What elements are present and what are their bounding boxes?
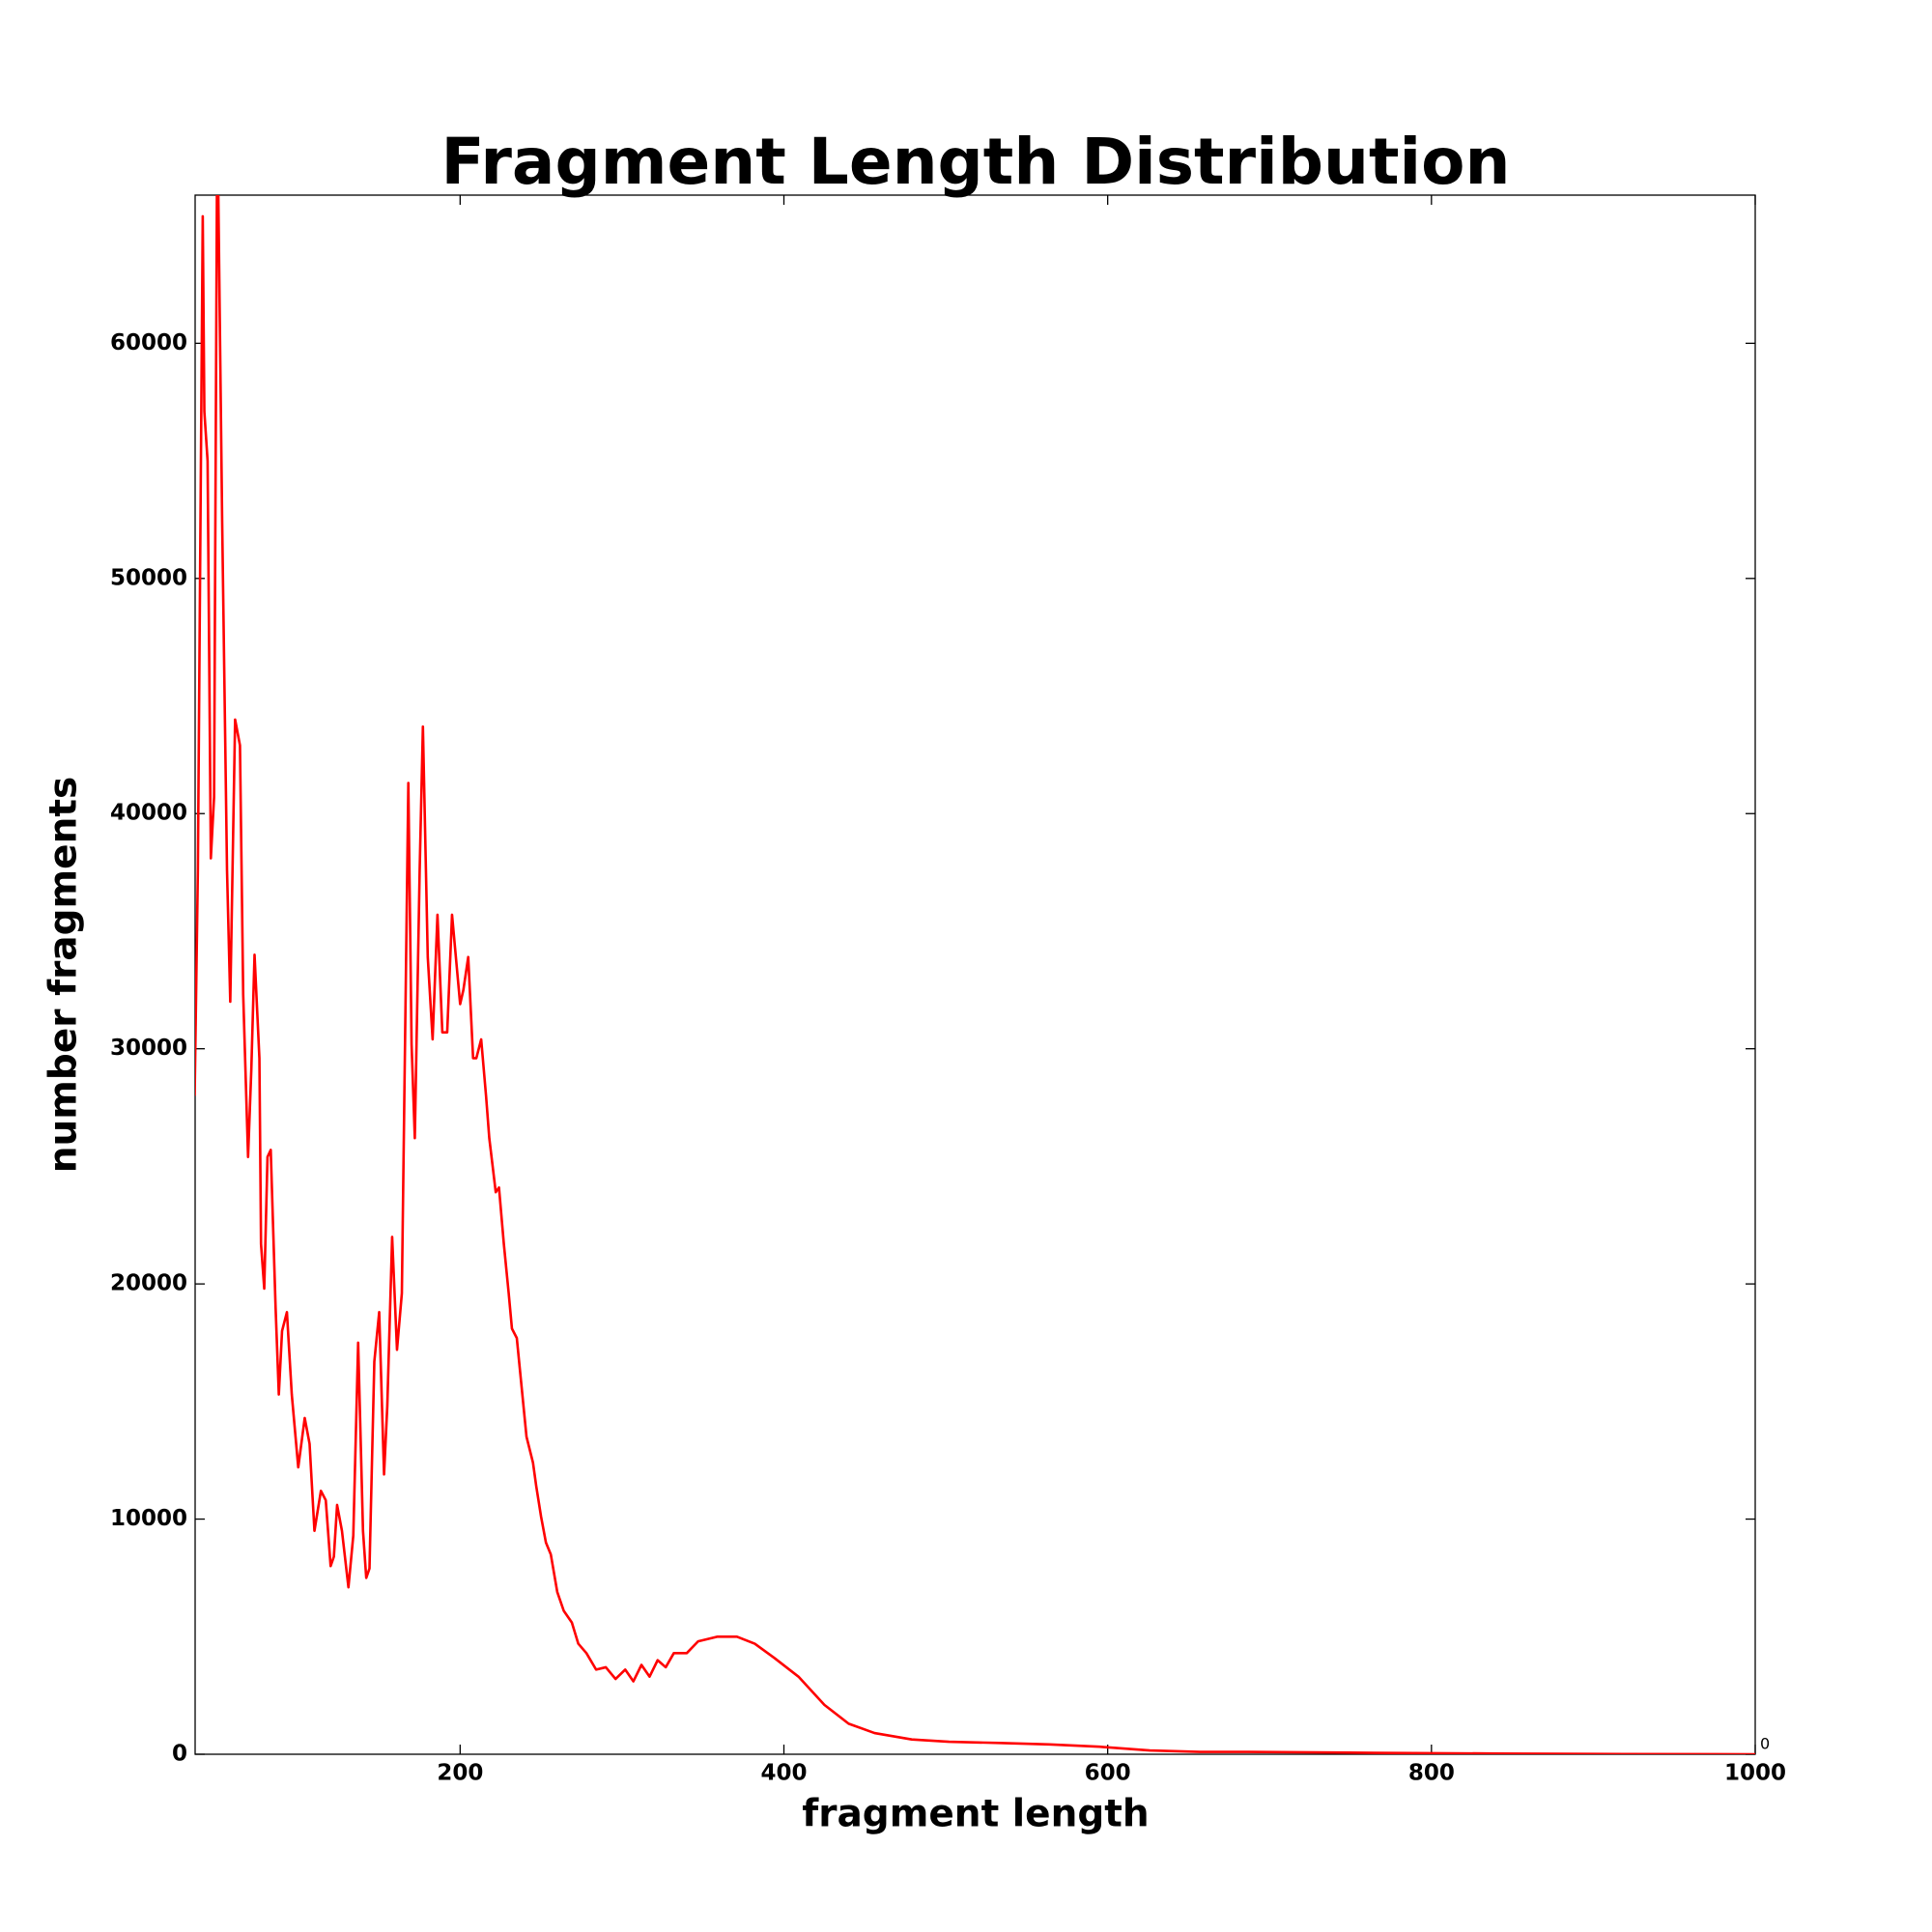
y-tick-label: 30000 (110, 1036, 187, 1061)
data-line (195, 195, 1755, 1754)
x-tick-label: 1000 (1724, 1761, 1786, 1786)
x-tick-label: 200 (437, 1761, 483, 1786)
annotation: 0 (1760, 1735, 1770, 1753)
y-tick-label: 40000 (110, 801, 187, 826)
x-tick-label: 800 (1408, 1761, 1455, 1786)
x-tick-label: 600 (1085, 1761, 1131, 1786)
y-tick-label: 0 (172, 1742, 187, 1767)
y-tick-label: 10000 (110, 1506, 187, 1531)
y-tick-label: 50000 (110, 565, 187, 590)
chart-title: Fragment Length Distribution (441, 125, 1511, 199)
y-tick-label: 60000 (110, 330, 187, 355)
x-tick-label: 400 (760, 1761, 807, 1786)
y-axis-label: number fragments (43, 777, 86, 1174)
x-axis-label: fragment length (802, 1793, 1149, 1836)
y-tick-label: 20000 (110, 1271, 187, 1296)
